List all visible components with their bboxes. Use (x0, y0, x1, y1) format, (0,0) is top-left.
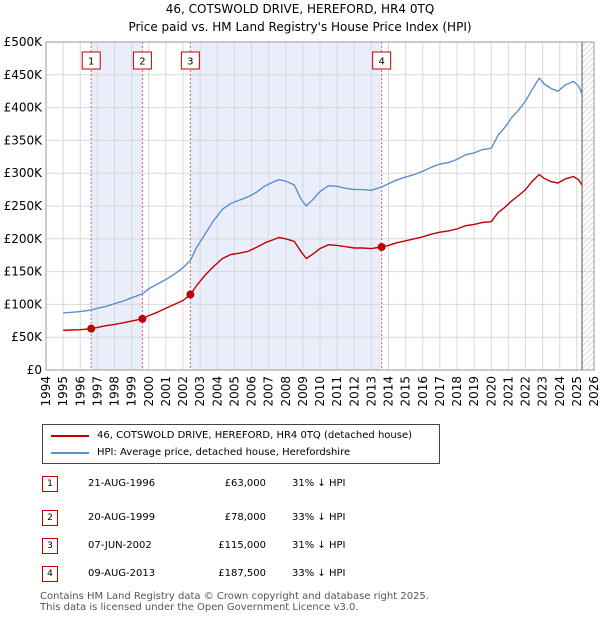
x-tick-label: 2019 (467, 376, 481, 407)
transaction-hpi-diff: 31% ↓ HPI (292, 478, 346, 489)
transaction-label-frame (81, 51, 101, 70)
transaction-hpi-diff: 33% ↓ HPI (292, 568, 346, 579)
transaction-label: 4 (378, 57, 384, 68)
y-tick-label: £200K (4, 232, 44, 246)
transaction-label-frame (180, 51, 200, 70)
x-tick-label: 1997 (90, 376, 104, 407)
x-tick-label: 1994 (39, 376, 53, 407)
transaction-number-badge: 4 (42, 566, 58, 582)
x-tick-label: 2009 (296, 376, 310, 407)
x-tick-label: 2013 (364, 376, 378, 407)
x-tick-label: 2005 (227, 376, 241, 407)
y-tick-label: £250K (4, 199, 44, 213)
x-tick-label: 2012 (347, 376, 361, 407)
transaction-label-box: 3 (180, 51, 200, 70)
y-tick-label: £100K (4, 297, 44, 311)
x-tick-label: 2001 (159, 376, 173, 407)
y-tick-label: £450K (4, 68, 44, 82)
transaction-label: 3 (187, 57, 193, 68)
transaction-number-badge: 1 (42, 476, 58, 492)
x-tick-label: 2007 (262, 376, 276, 407)
chart-legend: 46, COTSWOLD DRIVE, HEREFORD, HR4 0TQ (d… (42, 424, 440, 464)
transaction-date: 07-JUN-2002 (88, 540, 152, 551)
footer-copyright: Contains HM Land Registry data © Crown c… (40, 591, 429, 602)
transaction-number-badge: 3 (42, 538, 58, 554)
x-tick-label: 1995 (56, 376, 70, 407)
transaction-date: 20-AUG-1999 (88, 512, 156, 523)
y-tick-label: £150K (4, 265, 44, 279)
footer-license: This data is licensed under the Open Gov… (40, 602, 359, 613)
transaction-number-badge: 2 (42, 510, 58, 526)
x-tick-label: 2015 (399, 376, 413, 407)
x-tick-label: 2023 (536, 376, 550, 407)
x-tick-label: 2024 (553, 376, 567, 407)
x-tick-label: 1996 (73, 376, 87, 407)
x-tick-label: 2026 (587, 376, 600, 407)
x-tick-label: 1998 (108, 376, 122, 407)
x-tick-label: 2010 (313, 376, 327, 407)
transaction-point (138, 314, 147, 323)
x-tick-label: 2014 (382, 376, 396, 407)
price-chart: 1 2 3 4 £0 £50K £100K £150K £200K £250K £300K £350K… (4, 35, 600, 407)
property-price-line (63, 173, 583, 331)
transaction-label-frame (372, 51, 392, 70)
transaction-price: £115,000 (218, 540, 266, 551)
x-tick-label: 2004 (210, 376, 224, 407)
legend-swatch-hpi (51, 452, 89, 454)
transaction-hpi-diff: 31% ↓ HPI (292, 540, 346, 551)
x-tick-label: 2003 (193, 376, 207, 407)
x-tick-label: 2000 (142, 376, 156, 407)
x-tick-label: 2016 (416, 376, 430, 407)
x-tick-label: 2006 (245, 376, 259, 407)
transaction-label: 2 (139, 57, 145, 68)
x-tick-label: 2017 (433, 376, 447, 407)
y-tick-label: £400K (4, 101, 44, 115)
transaction-price: £78,000 (224, 512, 266, 523)
transaction-hpi-diff: 33% ↓ HPI (292, 512, 346, 523)
legend-swatch-property (51, 435, 89, 437)
x-tick-label: 2020 (484, 376, 498, 407)
x-tick-label: 2011 (330, 376, 344, 407)
transaction-date: 09-AUG-2013 (88, 568, 156, 579)
x-tick-label: 2008 (279, 376, 293, 407)
x-tick-label: 2025 (570, 376, 584, 407)
transaction-point (87, 324, 96, 333)
transaction-label-box: 1 (81, 51, 101, 70)
y-tick-label: £0 (27, 363, 42, 377)
x-tick-label: 2002 (176, 376, 190, 407)
transaction-price: £63,000 (224, 478, 266, 489)
y-tick-label: £50K (11, 330, 43, 344)
chart-subtitle: Price paid vs. HM Land Registry's House … (128, 20, 472, 34)
transaction-point (186, 290, 195, 299)
transaction-price: £187,500 (218, 568, 266, 579)
y-tick-label: £300K (4, 166, 44, 180)
transaction-date: 21-AUG-1996 (88, 478, 156, 489)
plot-border (45, 41, 595, 371)
transaction-label-frame (132, 51, 152, 70)
legend-label-hpi: HPI: Average price, detached house, Here… (97, 447, 351, 458)
transaction-label-box: 4 (372, 51, 392, 70)
x-tick-label: 2018 (450, 376, 464, 407)
transaction-label-box: 2 (132, 51, 152, 70)
x-tick-label: 2021 (501, 376, 515, 407)
legend-label-property: 46, COTSWOLD DRIVE, HEREFORD, HR4 0TQ (d… (97, 430, 412, 441)
chart-title: 46, COTSWOLD DRIVE, HEREFORD, HR4 0TQ (165, 2, 435, 16)
x-tick-label: 2022 (519, 376, 533, 407)
hpi-line (63, 77, 583, 314)
footer-attribution: Contains HM Land Registry data © Crown c… (40, 591, 429, 613)
y-tick-label: £350K (4, 133, 44, 147)
transaction-point (377, 243, 386, 251)
transaction-label: 1 (88, 57, 94, 68)
y-tick-label: £500K (4, 35, 44, 49)
x-tick-label: 1999 (125, 376, 139, 407)
